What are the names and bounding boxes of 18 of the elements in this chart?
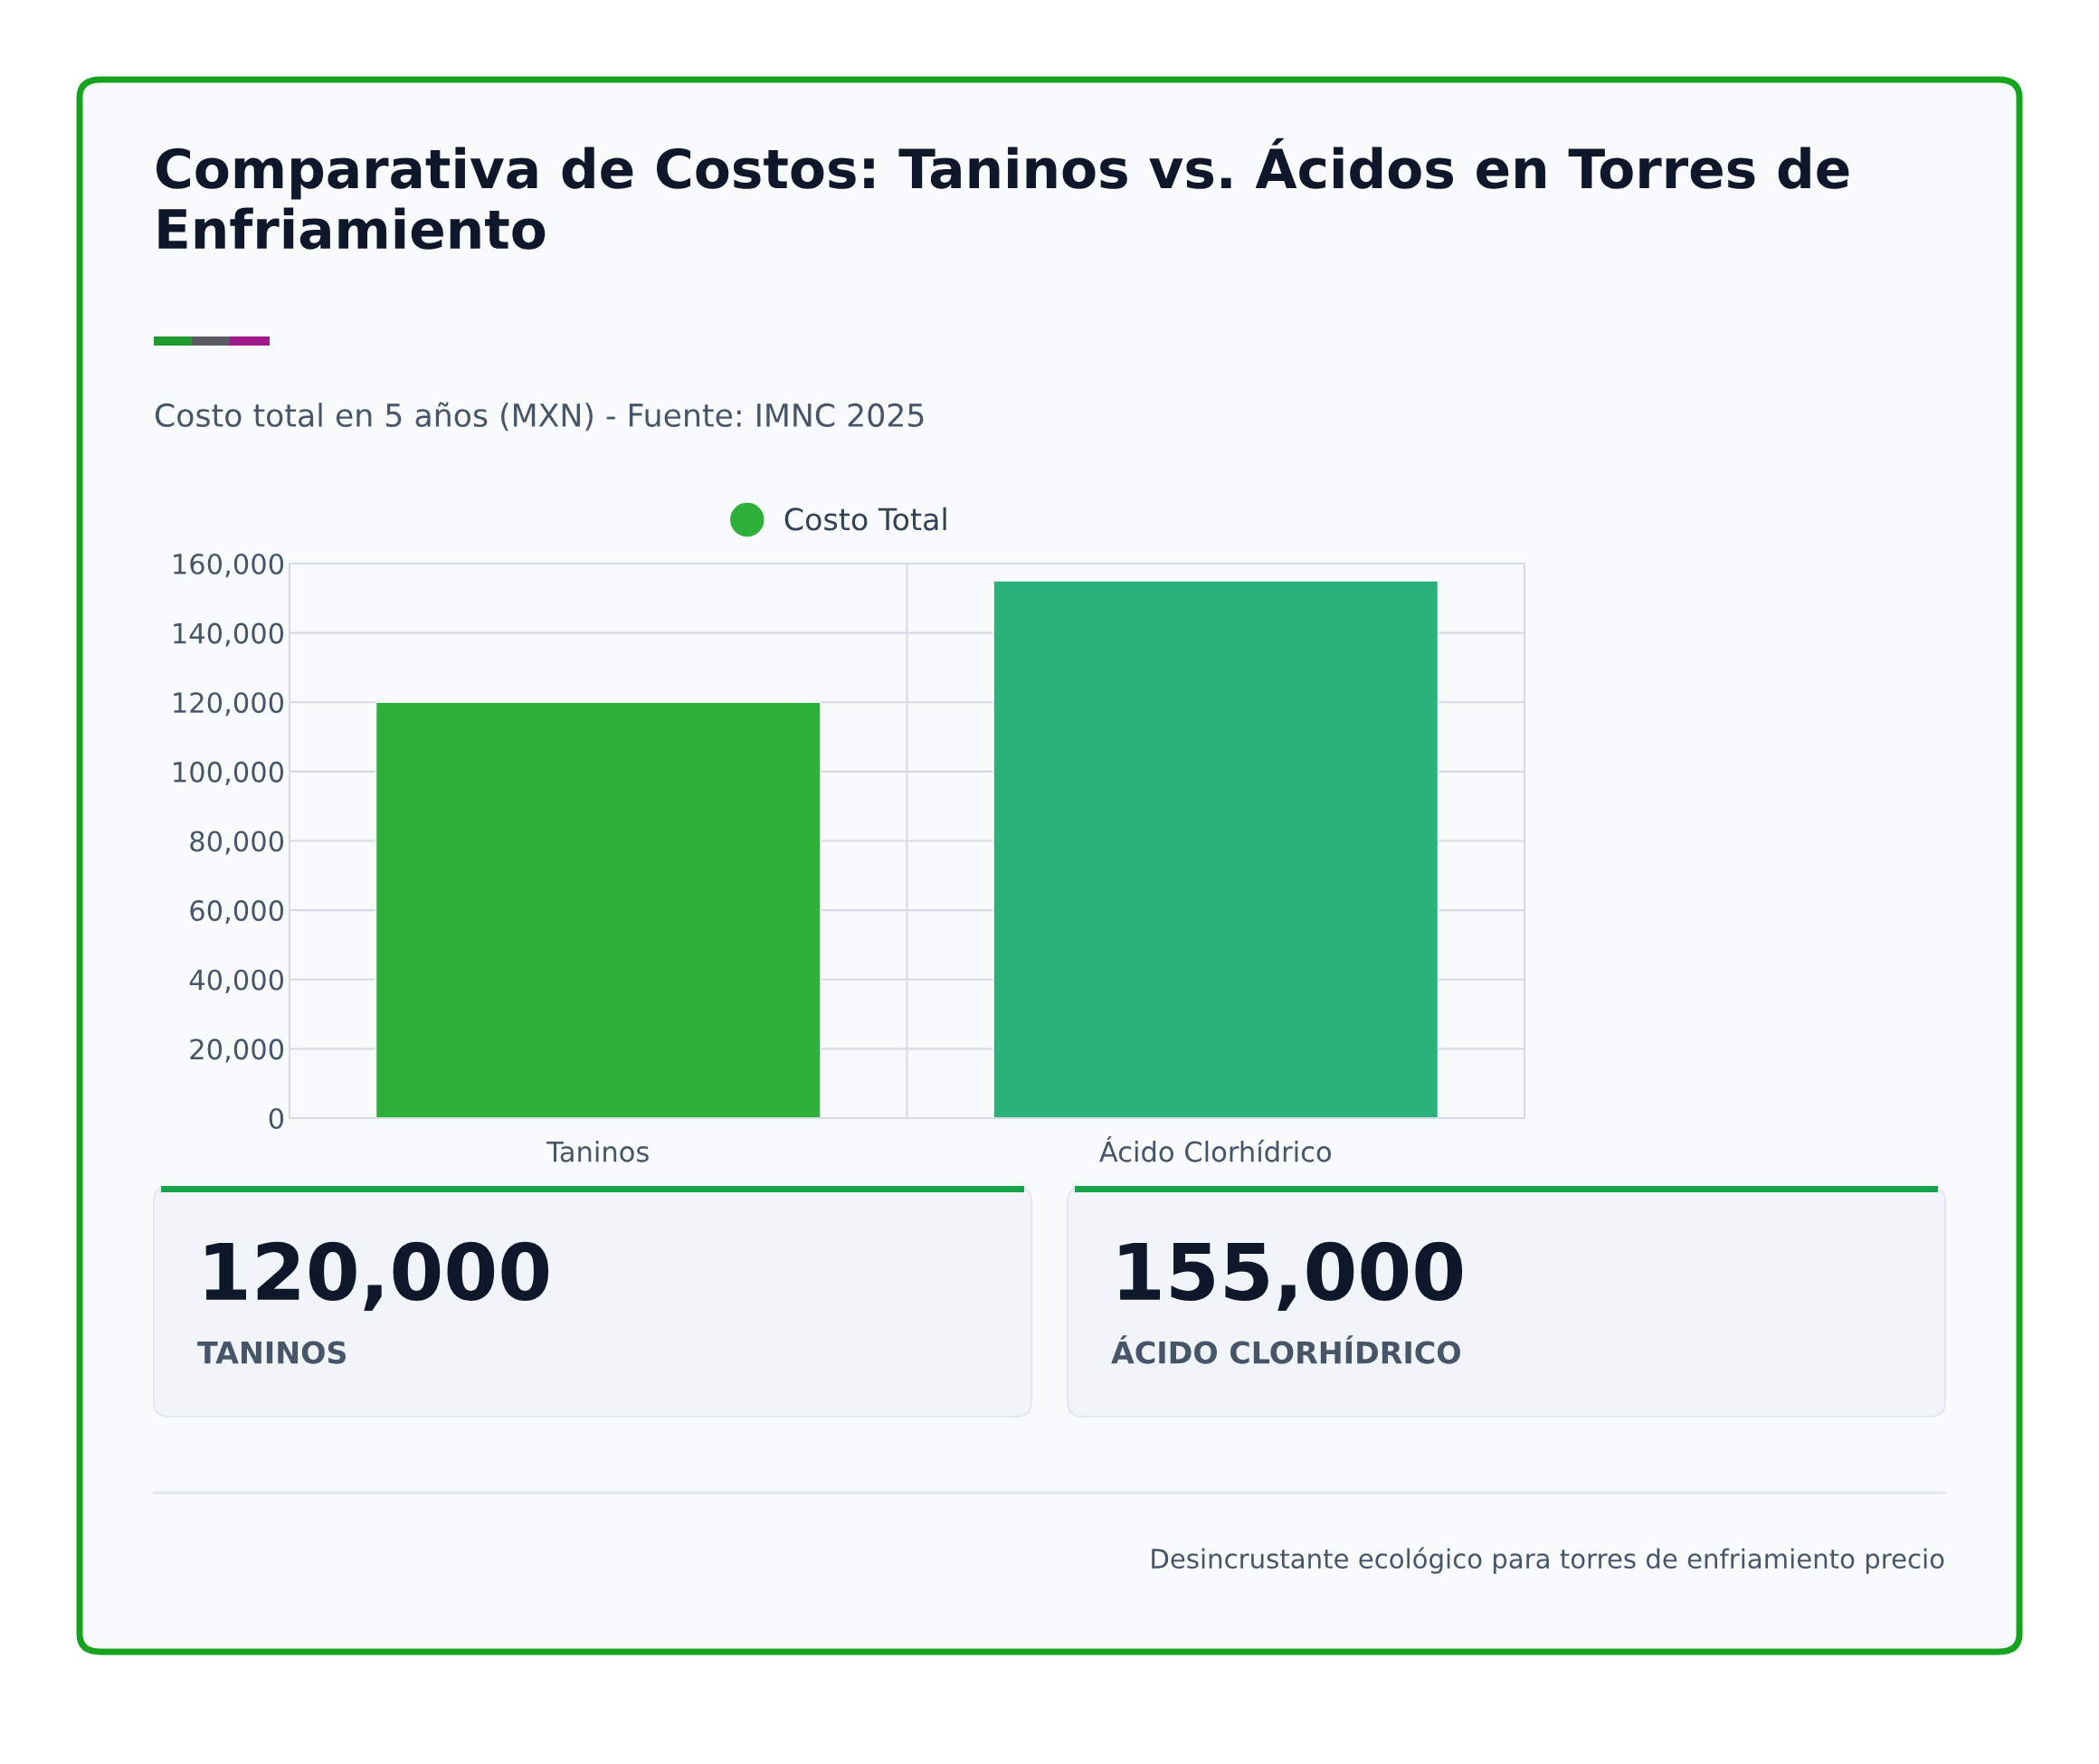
text: 155,000: [1119, 1241, 1463, 1311]
y-tick-label: 120,000: [174, 692, 284, 716]
y-tick-label: 100,000: [174, 761, 284, 786]
text: Desincrustante ecológico para torres de enfriamiento precio: [1152, 1547, 1944, 1574]
y-tick-label: 60,000: [190, 900, 284, 925]
legend-label: Costo Total: [784, 507, 946, 531]
y-tick-label: 160,000: [174, 553, 284, 578]
chart-subtitle: Costo total en 5 años (MXN) - Fuente: IMNC 2025: [155, 402, 924, 432]
chart-title: Comparativa de Costos: Taninos vs. Ácidos en Torres de Enfriamiento: [156, 138, 1849, 250]
y-tick-label: 20,000: [190, 1038, 284, 1063]
x-tick-label: Ácido Clorhídrico: [1099, 1135, 1331, 1162]
y-tick-label: 40,000: [189, 969, 284, 993]
text: ÁCIDO CLORHÍDRICO: [1111, 1335, 1460, 1364]
x-tick-label: Taninos: [546, 1141, 649, 1162]
text: TANINOS: [197, 1341, 347, 1364]
y-tick-label: 80,000: [190, 830, 284, 855]
y-tick-label: 0: [269, 1107, 284, 1130]
y-tick-label: 140,000: [174, 622, 284, 647]
